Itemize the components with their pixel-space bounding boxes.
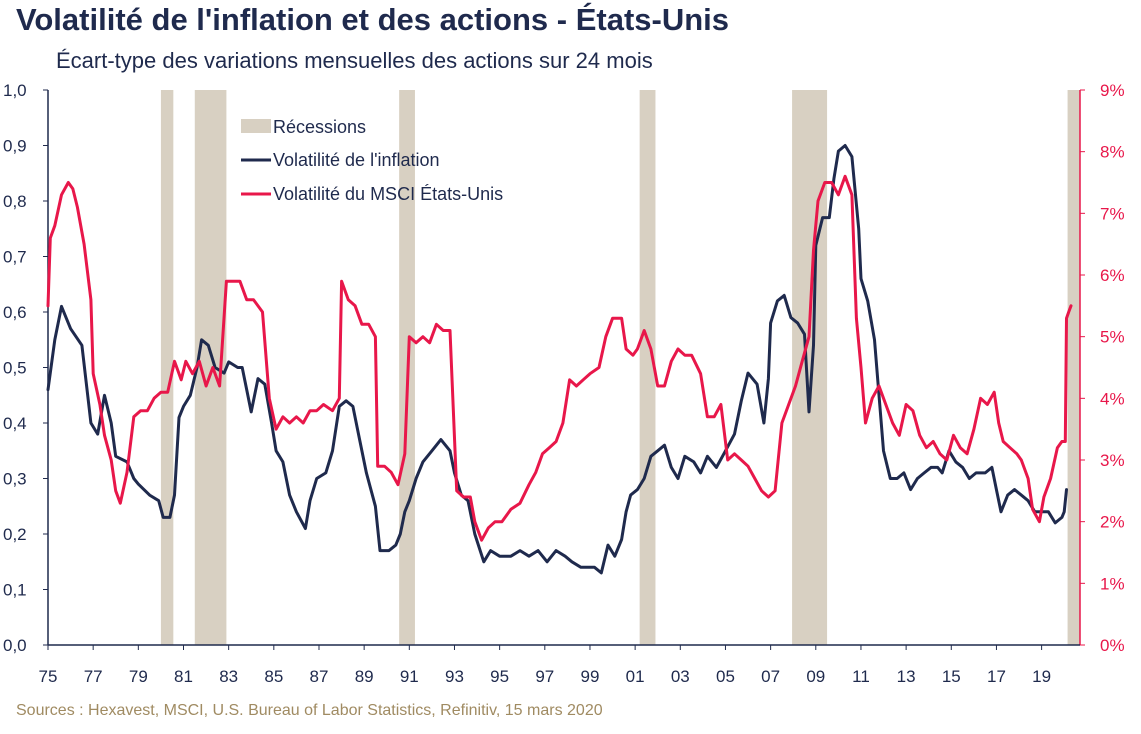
y-tick-right: 4% bbox=[1100, 389, 1125, 408]
y-tick-left: 0,3 bbox=[3, 470, 27, 489]
y-tick-left: 0,6 bbox=[3, 303, 27, 322]
x-tick: 81 bbox=[174, 667, 193, 686]
x-tick: 07 bbox=[761, 667, 780, 686]
y-tick-left: 0,2 bbox=[3, 525, 27, 544]
series-lines bbox=[46, 144, 1073, 575]
recession-band bbox=[160, 90, 174, 645]
y-tick-left: 0,9 bbox=[3, 137, 27, 156]
series-line-msci bbox=[46, 174, 1073, 542]
x-tick: 93 bbox=[445, 667, 464, 686]
x-tick: 15 bbox=[942, 667, 961, 686]
x-tick: 03 bbox=[671, 667, 690, 686]
x-tick: 77 bbox=[84, 667, 103, 686]
x-tick: 13 bbox=[897, 667, 916, 686]
x-tick: 97 bbox=[535, 667, 554, 686]
y-tick-left: 0,8 bbox=[3, 192, 27, 211]
recession-bands bbox=[160, 90, 1080, 645]
x-tick: 05 bbox=[716, 667, 735, 686]
x-tick: 83 bbox=[219, 667, 238, 686]
y-tick-right: 7% bbox=[1100, 204, 1125, 223]
y-tick-left: 0,5 bbox=[3, 359, 27, 378]
axes: 0,0 0,1 0,2 0,3 0,4 0,5 0,6 0,7 0,8 0,9 1,0 0% 1% 2% 3… bbox=[3, 81, 1125, 686]
x-tick: 01 bbox=[626, 667, 645, 686]
legend-label-msci: Volatilité du MSCI États-Unis bbox=[273, 184, 503, 204]
legend-label-recessions: Récessions bbox=[273, 117, 366, 137]
y-tick-right: 0% bbox=[1100, 636, 1125, 655]
legend: Récessions Volatilité de l'inflation Vol… bbox=[241, 117, 503, 204]
x-tick: 75 bbox=[39, 667, 58, 686]
recession-band bbox=[1067, 90, 1080, 645]
recession-band bbox=[639, 90, 656, 645]
recession-band bbox=[792, 90, 828, 645]
x-tick: 89 bbox=[355, 667, 374, 686]
x-tick: 79 bbox=[129, 667, 148, 686]
legend-label-inflation: Volatilité de l'inflation bbox=[273, 150, 440, 170]
x-tick: 99 bbox=[581, 667, 600, 686]
y-tick-right: 9% bbox=[1100, 81, 1125, 100]
series-line-inflation bbox=[46, 144, 1068, 575]
x-tick: 85 bbox=[264, 667, 283, 686]
x-tick: 91 bbox=[400, 667, 419, 686]
y-tick-left: 0,7 bbox=[3, 248, 27, 267]
y-tick-left: 0,4 bbox=[3, 414, 27, 433]
source-note: Sources : Hexavest, MSCI, U.S. Bureau of… bbox=[16, 702, 603, 719]
x-tick: 11 bbox=[852, 667, 870, 686]
chart-subtitle: Écart-type des variations mensuelles des… bbox=[56, 48, 653, 73]
y-tick-left: 0,1 bbox=[3, 581, 27, 600]
x-tick: 95 bbox=[490, 667, 509, 686]
y-tick-right: 3% bbox=[1100, 451, 1125, 470]
x-tick: 17 bbox=[987, 667, 1006, 686]
y-tick-right: 5% bbox=[1100, 328, 1125, 347]
y-tick-right: 8% bbox=[1100, 143, 1125, 162]
x-tick: 09 bbox=[806, 667, 825, 686]
y-tick-right: 6% bbox=[1100, 266, 1125, 285]
x-tick: 87 bbox=[310, 667, 329, 686]
y-tick-left: 0,0 bbox=[3, 636, 27, 655]
y-tick-right: 1% bbox=[1100, 574, 1125, 593]
y-tick-left: 1,0 bbox=[3, 81, 27, 100]
legend-swatch-recessions bbox=[241, 119, 271, 133]
chart-title: Volatilité de l'inflation et des actions… bbox=[16, 2, 730, 37]
y-tick-right: 2% bbox=[1100, 513, 1125, 532]
x-tick: 19 bbox=[1032, 667, 1051, 686]
